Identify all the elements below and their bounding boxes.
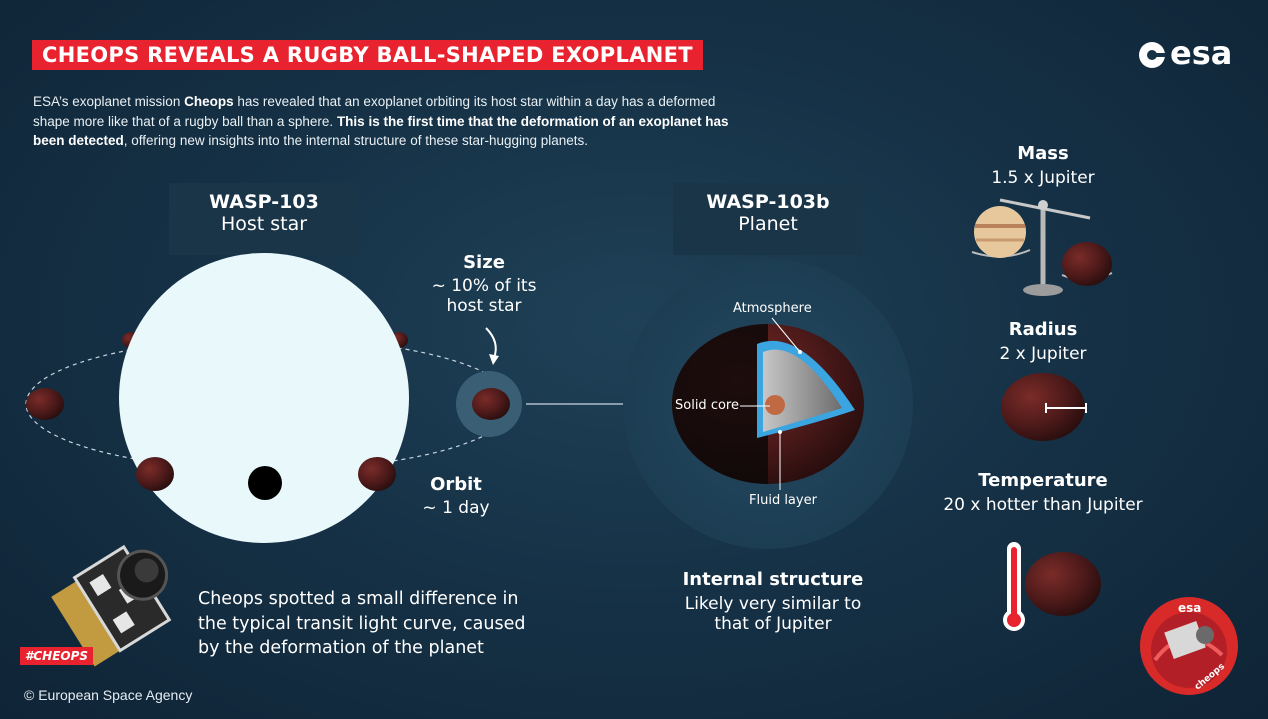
esa-logo-text: esa xyxy=(1170,34,1233,72)
size-label: Size ~ 10% of its host star xyxy=(404,252,564,316)
intro-highlight: This is the first time that the deformat… xyxy=(33,113,729,149)
planet-dark-side xyxy=(672,324,768,484)
host-star-label-box: WASP-103 Host star xyxy=(169,183,359,255)
orbit-planet-left xyxy=(26,388,64,420)
fluid-layer xyxy=(763,349,842,432)
size-heading: Size xyxy=(463,252,505,273)
cheops-hashtag: #CHEOPS xyxy=(20,647,94,665)
intro-text-2: has revealed that an exoplanet orbiting … xyxy=(33,94,716,129)
solid-core xyxy=(765,395,785,415)
esa-logo-icon xyxy=(1139,42,1166,68)
highlighted-planet xyxy=(472,388,510,420)
planet-label-box: WASP-103b Planet xyxy=(673,183,863,255)
esa-logo: esa xyxy=(1138,34,1238,72)
atmosphere-leader-dot xyxy=(798,350,802,354)
mass-heading: Mass xyxy=(1017,143,1069,164)
intro-text-1: ESA’s exoplanet mission xyxy=(33,94,185,109)
orbit-value: ~ 1 day xyxy=(422,498,490,518)
title-banner: CHEOPS REVEALS A RUGBY BALL-SHAPED EXOPL… xyxy=(32,40,703,70)
temperature-value: 20 x hotter than Jupiter xyxy=(943,495,1143,515)
page-title: CHEOPS REVEALS A RUGBY BALL-SHAPED EXOPL… xyxy=(42,43,693,67)
transiting-planet-shadow xyxy=(248,466,282,500)
fluid-leader-dot xyxy=(778,430,782,434)
internal-structure-heading: Internal structure xyxy=(682,569,864,590)
orbit-planet-front-right xyxy=(358,457,396,491)
planet-name: WASP-103b xyxy=(706,191,830,213)
atmosphere-label: Atmosphere xyxy=(733,301,812,316)
intro-cheops: Cheops xyxy=(184,94,234,109)
cheops-mission-badge xyxy=(1140,597,1238,695)
radius-planet-icon xyxy=(1001,373,1085,441)
intro-paragraph: ESA’s exoplanet mission Cheops has revea… xyxy=(33,92,753,151)
mass-value: 1.5 x Jupiter xyxy=(991,168,1095,188)
mass-planet-icon xyxy=(1062,242,1112,286)
radius-value: 2 x Jupiter xyxy=(999,344,1087,364)
jupiter-icon xyxy=(974,206,1026,258)
cheops-satellite-icon xyxy=(51,544,172,667)
thermometer-icon xyxy=(1003,542,1025,631)
solid-core-label: Solid core xyxy=(675,398,739,413)
intro-text-3: , offering new insights into the interna… xyxy=(123,133,589,148)
atmosphere-leader xyxy=(771,317,801,353)
temperature-heading: Temperature xyxy=(978,470,1108,491)
size-arrow xyxy=(485,327,497,359)
size-line-2: host star xyxy=(446,296,522,316)
badge-esa-logo: esa xyxy=(1178,601,1202,615)
host-star-subtitle: Host star xyxy=(220,213,308,235)
internal-structure-line-2: that of Jupiter xyxy=(714,614,832,634)
temperature-planet-icon xyxy=(1025,552,1101,616)
temperature-stat: Temperature 20 x hotter than Jupiter xyxy=(928,470,1158,515)
radius-heading: Radius xyxy=(1008,319,1078,340)
orbit-label: Orbit ~ 1 day xyxy=(404,474,508,518)
radius-stat: Radius 2 x Jupiter xyxy=(943,319,1143,364)
copyright-notice: © European Space Agency xyxy=(24,687,193,703)
size-arrow-head xyxy=(489,354,499,365)
size-line-1: ~ 10% of its xyxy=(431,276,537,296)
orbit-heading: Orbit xyxy=(430,474,482,495)
internal-structure-label: Internal structure Likely very similar t… xyxy=(640,569,906,634)
orbit-planet-front-left xyxy=(136,457,174,491)
host-star xyxy=(119,253,409,543)
internal-structure-line-1: Likely very similar to xyxy=(684,594,862,614)
fluid-layer-label: Fluid layer xyxy=(749,493,817,508)
host-star-name: WASP-103 xyxy=(209,191,319,213)
transit-caption: Cheops spotted a small difference in the… xyxy=(198,589,526,658)
planet-subtitle: Planet xyxy=(738,213,798,235)
mass-stat: Mass 1.5 x Jupiter xyxy=(943,143,1143,188)
